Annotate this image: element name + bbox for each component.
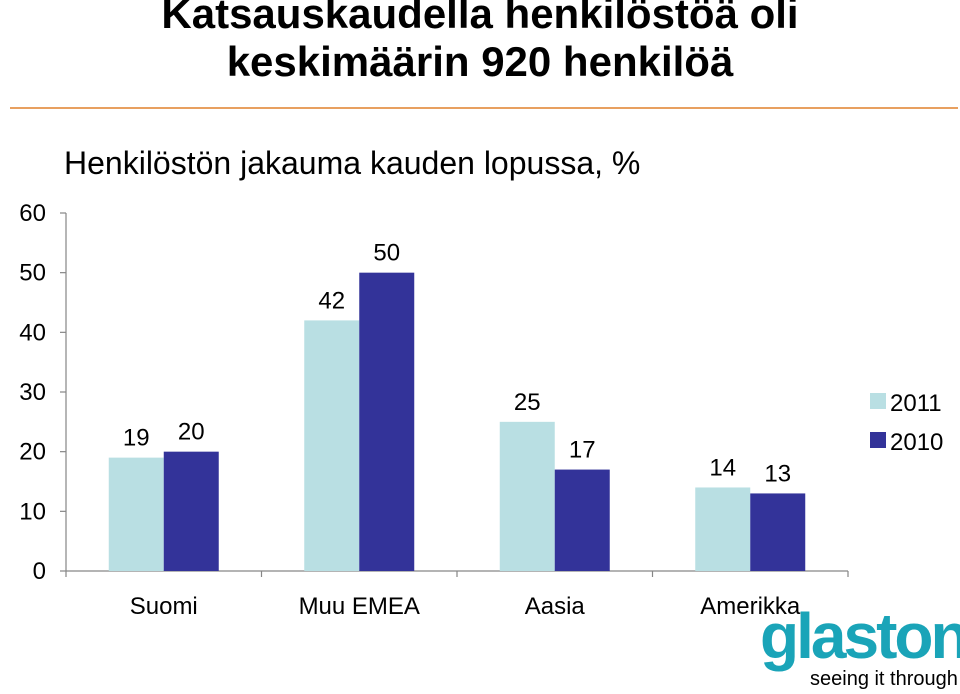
bar-2010 [359,272,415,571]
y-tick-label: 10 [19,498,46,525]
y-tick-label: 20 [19,439,46,466]
data-label: 19 [123,425,150,452]
data-label: 14 [709,454,736,481]
logo-tagline: seeing it through [810,668,958,690]
y-tick-label: 30 [19,379,46,406]
data-label: 42 [318,287,345,314]
bar-2011 [695,487,751,571]
legend-swatch-2010 [870,432,886,448]
y-tick-label: 60 [19,200,46,227]
title-divider [10,107,958,109]
data-label: 20 [178,419,205,446]
chart-title: Katsauskaudella henkilöstöä oli keskimää… [0,0,960,86]
glaston-logo: glaston seeing it through [760,604,960,694]
data-label: 50 [373,240,400,267]
bar-2010 [554,469,610,571]
chart-subtitle: Henkilöstön jakauma kauden lopussa, % [64,145,641,181]
x-category-label: Aasia [525,593,586,620]
logo-wordmark: glaston [760,600,960,672]
data-label: 25 [514,389,541,416]
legend-swatch-2011 [870,393,886,409]
title-line-2: keskimäärin 920 henkilöä [226,38,734,85]
y-tick-label: 0 [33,558,46,585]
x-category-label: Amerikka [700,593,801,620]
bar-2011 [108,457,164,571]
bar-2010 [163,451,219,571]
bar-2010 [750,493,806,571]
title-line-1: Katsauskaudella henkilöstöä oli [161,0,799,37]
y-tick-label: 40 [19,319,46,346]
data-label: 13 [764,460,791,487]
legend-label: 2010 [890,429,943,456]
bar-2011 [499,421,555,571]
legend-label: 2011 [890,390,942,417]
x-category-label: Muu EMEA [299,593,420,620]
y-tick-label: 50 [19,260,46,287]
x-category-label: Suomi [130,593,198,620]
data-label: 17 [569,437,596,464]
bar-2011 [304,320,360,571]
